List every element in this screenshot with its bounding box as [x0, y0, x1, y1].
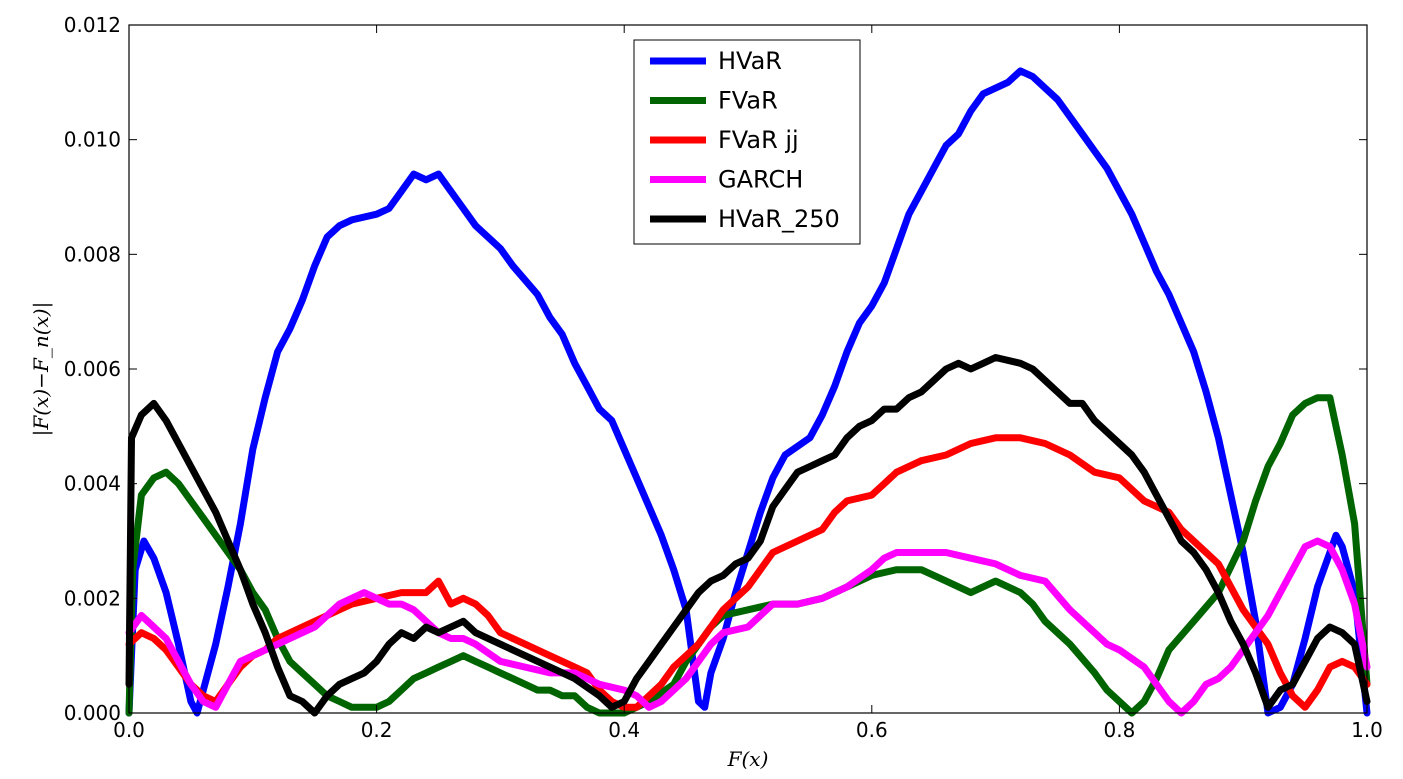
legend-label: FVaR — [718, 87, 778, 115]
legend: HVaR FVaR FVaR jj GARCH HVaR_250 — [633, 39, 861, 245]
y-tick-label: 0.002 — [64, 586, 121, 610]
y-tick-label: 0.000 — [64, 701, 121, 725]
x-tick-label: 0.2 — [361, 718, 393, 742]
series-line-4 — [125, 354, 1371, 717]
y-tick-label: 0.004 — [64, 472, 121, 496]
x-tick-label: 0.0 — [113, 718, 145, 742]
y-axis-label: |F(x)−F_n(x)| — [29, 302, 54, 437]
y-tick-label: 0.012 — [64, 13, 121, 37]
legend-label: FVaR jj — [718, 126, 799, 154]
ticks-layer: 0.0 0.2 0.4 0.6 0.8 1.0 0.000 0.002 0.004 0.006 0.… — [64, 13, 1383, 742]
y-tick-label: 0.010 — [64, 128, 121, 152]
series-line-1 — [125, 394, 1371, 717]
x-tick-label: 1.0 — [1351, 718, 1383, 742]
y-tick-label: 0.008 — [64, 242, 121, 266]
series-line-2 — [125, 434, 1371, 711]
x-tick-label: 0.8 — [1103, 718, 1135, 742]
x-axis-label: F(x) — [727, 747, 769, 771]
y-tick-label: 0.006 — [64, 357, 121, 381]
series-line-3 — [125, 537, 1371, 717]
legend-label: GARCH — [718, 166, 803, 194]
series-layer — [125, 67, 1371, 717]
legend-label: HVaR — [718, 47, 782, 75]
x-tick-label: 0.4 — [608, 718, 640, 742]
x-tick-label: 0.6 — [856, 718, 888, 742]
legend-label: HVaR_250 — [718, 205, 840, 233]
